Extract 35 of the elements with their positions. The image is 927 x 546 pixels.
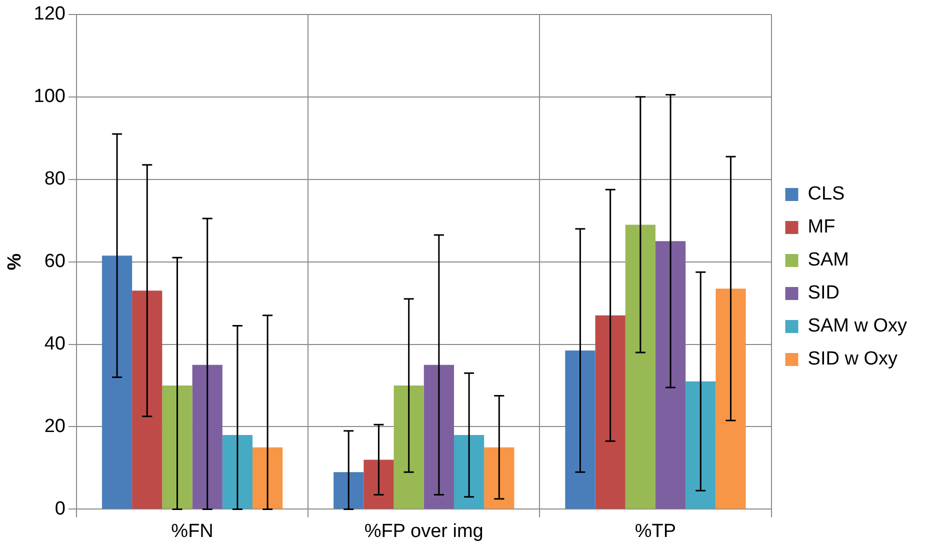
bar — [484, 447, 514, 509]
bar — [595, 315, 626, 509]
x-tick-label: %FN — [171, 520, 214, 542]
bar — [686, 381, 716, 509]
bar — [716, 288, 746, 509]
bar — [394, 386, 424, 509]
legend-label: SAM — [808, 250, 849, 271]
legend-label: SID — [808, 282, 840, 304]
y-tick-label: 40 — [44, 334, 66, 354]
y-tick-label: 60 — [44, 251, 66, 272]
y-tick-label: 120 — [34, 4, 66, 25]
bar — [625, 224, 656, 509]
bar — [192, 364, 222, 509]
bar — [454, 434, 484, 509]
bar — [102, 256, 132, 509]
bar — [132, 290, 162, 509]
legend-label: SAM w Oxy — [808, 316, 908, 337]
y-tick-label: 100 — [34, 86, 66, 108]
y-tick-label: 0 — [54, 498, 66, 520]
bar — [364, 460, 394, 509]
bar — [565, 350, 596, 509]
bar — [222, 434, 253, 509]
legend-label: CLS — [808, 184, 845, 205]
bar — [162, 386, 192, 509]
y-tick-label: 20 — [44, 416, 66, 437]
bar — [424, 364, 454, 509]
bar — [334, 472, 364, 509]
y-tick-label: 80 — [44, 168, 66, 190]
bar — [655, 241, 686, 509]
bar — [252, 447, 283, 509]
legend-label: SID w Oxy — [808, 348, 898, 370]
x-tick-label: %TP — [634, 520, 676, 542]
legend-label: MF — [808, 216, 836, 238]
x-tick-label: %FP over img — [364, 520, 484, 542]
y-axis-title: % — [4, 253, 26, 270]
